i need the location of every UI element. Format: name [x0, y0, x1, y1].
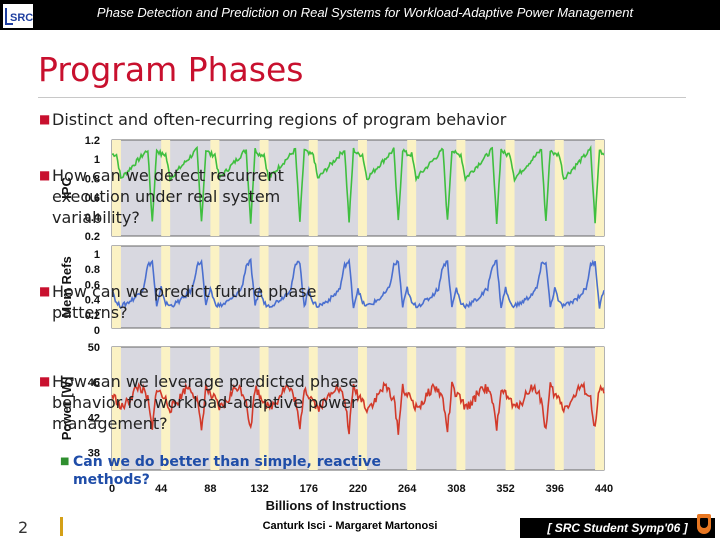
bullet-1: ■ Distinct and often-recurring regions o…: [39, 109, 692, 130]
y-tick-label: 0.2: [85, 231, 100, 243]
x-tick-label: 176: [300, 483, 318, 495]
phase-stripe: [456, 246, 466, 328]
y-axis-label: Power [W]: [59, 377, 74, 441]
x-tick-label: 220: [349, 483, 367, 495]
series-line: [111, 144, 605, 224]
bullet-text: How can we detect recurrent execution un…: [52, 166, 284, 227]
phase-stripe: [407, 140, 417, 236]
phase-stripe: [595, 140, 604, 236]
bullet-marker-icon: ■: [39, 168, 51, 182]
page-number: 2: [18, 518, 29, 537]
phase-stripe: [456, 140, 466, 236]
logo-text: SRC: [10, 12, 33, 24]
y-tick-label: 0.4: [85, 295, 101, 307]
phase-stripe: [505, 140, 515, 236]
x-tick-label: 44: [155, 483, 168, 495]
phase-stripe: [456, 347, 466, 470]
footer-accent: [60, 517, 63, 536]
y-tick-label: 50: [88, 342, 100, 354]
phase-stripe: [210, 347, 220, 470]
x-tick-label: 264: [398, 483, 417, 495]
phase-stripe: [259, 347, 269, 470]
x-tick-label: 88: [204, 483, 216, 495]
phase-stripe: [358, 246, 367, 328]
phase-stripe: [259, 246, 269, 328]
phase-stripe: [595, 347, 604, 470]
phase-stripe: [210, 246, 220, 328]
x-tick-label: 308: [447, 483, 465, 495]
bullet-marker-icon: ■: [39, 374, 51, 388]
slide-title: Program Phases: [38, 50, 304, 89]
y-axis-label: Mem Refs: [59, 256, 74, 317]
series-line: [111, 380, 605, 435]
bullet-2: ■ How can we detect recurrent execution …: [39, 165, 357, 228]
phase-stripe: [505, 347, 515, 470]
phase-stripe: [308, 347, 318, 470]
series-line: [111, 257, 605, 310]
y-tick-label: 0.8: [85, 173, 100, 185]
bullet-text: How can we leverage predicted phase beha…: [52, 372, 359, 433]
phase-stripe: [112, 246, 121, 328]
phase-stripe: [161, 140, 171, 236]
y-tick-label: 42: [88, 412, 100, 424]
phase-stripe: [358, 140, 367, 236]
phase-stripe: [554, 246, 564, 328]
x-tick-label: 352: [496, 483, 514, 495]
y-tick-label: 0.4: [85, 212, 101, 224]
y-tick-label: 0.2: [85, 310, 100, 322]
bullet-marker-icon: ■: [39, 284, 51, 298]
y-tick-label: 0.6: [85, 279, 100, 291]
header-title: Phase Detection and Prediction on Real S…: [96, 5, 634, 20]
y-tick-label: 1.2: [85, 135, 100, 147]
bullet-text: How can we predict future phase patterns…: [52, 282, 317, 322]
bullet-4: ■ How can we leverage predicted phase be…: [39, 371, 382, 434]
princeton-crest-icon: [697, 514, 711, 534]
phase-stripe: [308, 246, 318, 328]
phase-stripe: [161, 347, 171, 470]
sub-bullet-marker-icon: ■: [60, 456, 70, 467]
phase-stripe: [210, 140, 220, 236]
title-divider: [38, 97, 686, 98]
y-tick-label: 1: [94, 249, 100, 261]
phase-stripe: [554, 140, 564, 236]
bullet-3: ■ How can we predict future phase patter…: [39, 281, 342, 323]
y-tick-label: 46: [88, 377, 100, 389]
phase-stripe: [554, 347, 564, 470]
phase-stripe: [407, 347, 417, 470]
x-tick-label: 440: [595, 483, 613, 495]
sub-bullet: ■ Can we do better than simple, reactive…: [60, 453, 393, 489]
x-tick-label: 0: [109, 483, 115, 495]
x-axis-label: Billions of Instructions: [266, 498, 407, 513]
y-tick-label: 0.8: [85, 264, 100, 276]
header-bar: SRC Phase Detection and Prediction on Re…: [0, 0, 720, 30]
phase-stripe: [161, 246, 171, 328]
phase-stripe: [308, 140, 318, 236]
phase-stripe: [358, 347, 367, 470]
phase-stripe: [112, 347, 121, 470]
phase-stripe: [112, 140, 121, 236]
phase-stripe: [407, 246, 417, 328]
footer-event: [ SRC Student Symp'06 ]: [520, 518, 715, 538]
bullet-marker-icon: ■: [39, 112, 51, 126]
src-logo: SRC: [2, 3, 34, 29]
phase-stripe: [595, 246, 604, 328]
y-tick-label: 38: [88, 447, 100, 459]
sub-bullet-text: Can we do better than simple, reactive m…: [73, 454, 381, 488]
footer-authors: Canturk Isci - Margaret Martonosi: [262, 520, 438, 532]
y-tick-label: 0.6: [85, 193, 100, 205]
x-tick-label: 132: [250, 483, 268, 495]
bullet-text: Distinct and often-recurring regions of …: [52, 110, 507, 129]
y-tick-label: 0: [94, 325, 100, 337]
y-axis-label: IPC: [59, 177, 74, 199]
x-tick-label: 396: [546, 483, 564, 495]
y-tick-label: 1: [94, 154, 100, 166]
phase-stripe: [505, 246, 515, 328]
phase-stripe: [259, 140, 269, 236]
